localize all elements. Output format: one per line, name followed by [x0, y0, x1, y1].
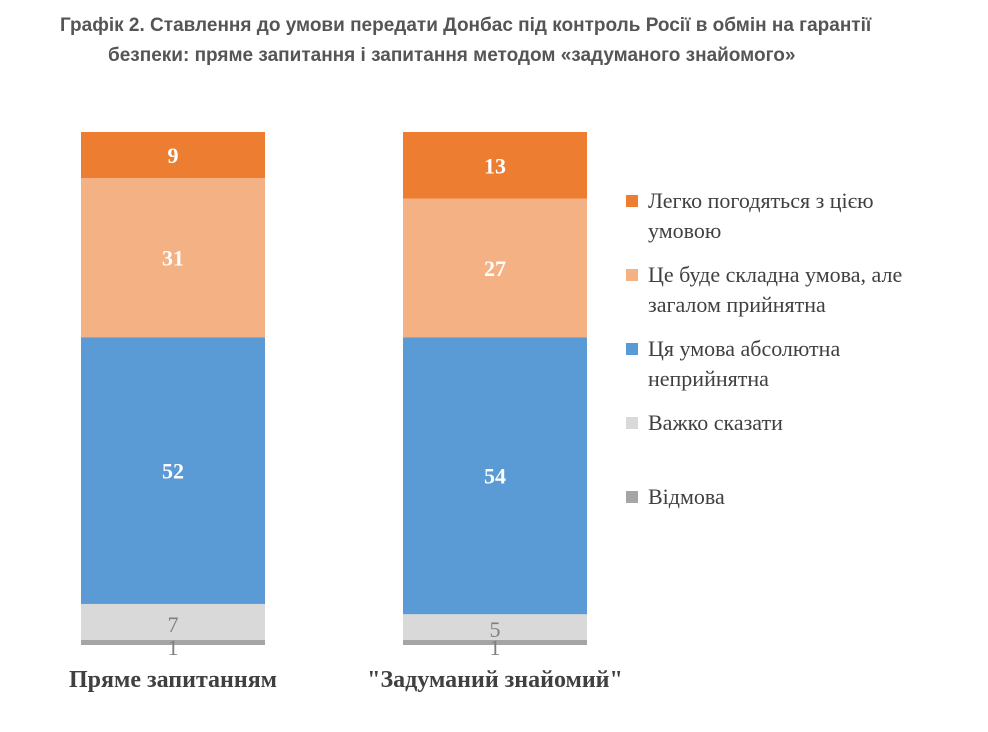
legend-label: Важко сказати: [648, 410, 783, 435]
legend-label: Це буде складна умова, але загалом прийн…: [648, 262, 903, 317]
data-label: 5: [490, 617, 501, 642]
legend-swatch: [626, 195, 638, 207]
bar-segment: [403, 639, 587, 645]
legend-item: Відмова: [626, 482, 948, 512]
legend-label: Відмова: [648, 484, 725, 509]
legend-item: Ця умова абсолютна неприйнятна: [626, 334, 888, 394]
bar-segment: [403, 132, 587, 199]
bar-segment: [81, 639, 265, 645]
chart-title-line1: Графік 2. Ставлення до умови передати До…: [60, 15, 872, 36]
category-label: "Задуманий знайомий": [367, 667, 623, 693]
legend-item: Легко погодяться з цією умовою: [626, 186, 938, 246]
bar-segment: [81, 337, 265, 604]
data-label: 1: [490, 635, 501, 660]
legend-item: Важко сказати: [626, 408, 948, 438]
data-label: 27: [484, 256, 506, 281]
data-label: 52: [162, 459, 184, 484]
bar-segment: [403, 614, 587, 640]
legend-swatch: [626, 491, 638, 503]
category-labels-group: Пряме запитанням "Задуманий знайомий": [69, 667, 623, 693]
legend-swatch: [626, 269, 638, 281]
legend-label: Ця умова абсолютна неприйнятна: [648, 336, 841, 391]
bar-segment: [81, 132, 265, 179]
data-label: 9: [168, 143, 179, 168]
legend-swatch: [626, 343, 638, 355]
legend-label: Легко погодяться з цією умовою: [648, 188, 874, 243]
data-label: 31: [162, 246, 184, 271]
legend-swatch: [626, 417, 638, 429]
legend-item: Це буде складна умова, але загалом прийн…: [626, 260, 938, 320]
data-label: 7: [168, 612, 179, 637]
category-label: Пряме запитанням: [69, 667, 277, 693]
data-label: 1: [168, 635, 179, 660]
data-label: 54: [484, 464, 506, 489]
bar-segment: [403, 337, 587, 615]
bar-segment: [81, 603, 265, 640]
bar-segment: [403, 198, 587, 338]
chart-title-line2: безпеки: пряме запитання і запитання мет…: [108, 45, 796, 66]
bar-segment: [81, 178, 265, 338]
data-label: 13: [484, 153, 506, 178]
